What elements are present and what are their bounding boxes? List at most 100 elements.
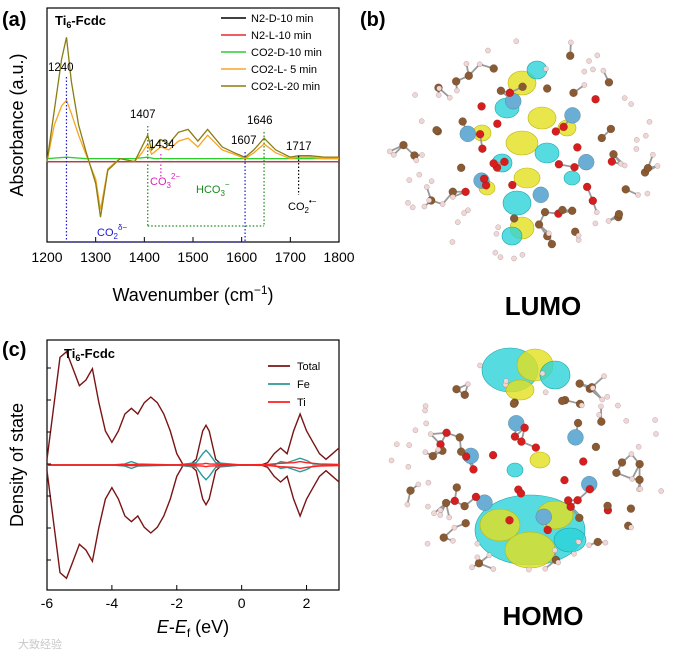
h-atom xyxy=(416,171,423,178)
orbital-isosurface-lobe xyxy=(539,360,571,390)
h-atom xyxy=(646,118,653,125)
o-atom xyxy=(489,159,498,168)
h-atom xyxy=(405,199,411,206)
ftir-legend-label: CO2-D-10 min xyxy=(251,47,322,59)
h-atom xyxy=(439,201,446,207)
c-atom xyxy=(456,163,466,173)
ftir-plot: 1200 1300 1400 1500 1600 1700 1800 Ti6-Fcdc N2… xyxy=(31,7,355,265)
h-atom xyxy=(419,152,425,158)
h-atom xyxy=(601,373,607,379)
h-atom xyxy=(590,66,596,73)
o-atom xyxy=(477,102,486,111)
homo-label: HOMO xyxy=(503,601,584,631)
c-atom xyxy=(606,124,616,134)
c-atom xyxy=(614,209,624,219)
c-atom xyxy=(509,214,519,223)
c-atom xyxy=(439,533,448,542)
c-atom xyxy=(573,418,583,428)
h-atom xyxy=(437,512,444,518)
ftir-series-3 xyxy=(46,98,339,210)
h-atom xyxy=(386,148,393,155)
c-atom xyxy=(399,140,408,150)
dos-series-total-up xyxy=(46,350,340,466)
dos-inset-title: Ti6-Fcdc xyxy=(64,346,115,363)
h-atom xyxy=(602,539,609,546)
o-atom xyxy=(559,122,568,132)
ftir-xtick-label: 1800 xyxy=(323,249,354,265)
h-atom xyxy=(476,61,483,68)
ftir-xtick-label: 1700 xyxy=(275,249,306,265)
orbital-isosurface-lobe xyxy=(534,142,560,164)
h-atom xyxy=(586,542,592,549)
ftir-legend-label: CO2-L-20 min xyxy=(251,81,320,93)
o-atom xyxy=(461,452,471,461)
ftir-xlabel: Wavenumber (cm−1) xyxy=(112,283,273,305)
peak-1607-label: 1607 xyxy=(231,135,257,147)
h-atom xyxy=(653,431,659,437)
h-atom xyxy=(652,417,658,423)
h-atom xyxy=(578,402,585,409)
o-atom xyxy=(461,187,470,197)
h-atom xyxy=(633,146,640,152)
h-atom xyxy=(464,381,471,387)
c-atom xyxy=(509,399,519,408)
c-atom xyxy=(464,71,474,80)
dos-xtick-label: 2 xyxy=(303,595,311,611)
h-atom xyxy=(658,488,664,494)
orbital-isosurface-lobe xyxy=(513,167,541,189)
ftir-legend-label: N2-L-10 min xyxy=(251,30,312,42)
h-atom xyxy=(575,539,582,545)
h-atom xyxy=(422,449,429,456)
orbital-isosurface-lobe xyxy=(553,527,587,553)
h-atom xyxy=(474,554,481,561)
panel-c-letter: (c) xyxy=(2,339,26,361)
o-atom xyxy=(554,160,564,169)
peak-1407-label: 1407 xyxy=(130,109,156,121)
h-atom xyxy=(596,412,602,418)
o-atom xyxy=(442,428,451,438)
h-atom xyxy=(449,239,456,245)
h-atom xyxy=(644,190,651,197)
o-atom xyxy=(505,88,515,98)
h-atom xyxy=(465,207,471,214)
dos-series-ti-down xyxy=(47,464,340,470)
h-atom xyxy=(568,39,574,46)
ftir-xtick-label: 1500 xyxy=(177,249,208,265)
h-atom xyxy=(435,446,442,453)
o-atom xyxy=(579,457,588,466)
h-atom xyxy=(406,177,413,184)
c-atom xyxy=(542,84,552,93)
ti-atom xyxy=(535,508,552,526)
ftir-xtick-label: 1600 xyxy=(226,249,257,265)
orbital-isosurface-lobe xyxy=(563,170,581,186)
h-atom xyxy=(431,510,437,517)
dos-plot: -6 -4 -2 0 2 Ti6-Fcdc Total Fe Ti xyxy=(41,339,340,611)
watermark: 大致经验 xyxy=(18,637,62,651)
h-atom xyxy=(437,507,444,514)
dos-xtick-label: 0 xyxy=(238,595,246,611)
c-atom xyxy=(540,207,550,217)
h-atom xyxy=(571,550,577,557)
c-atom xyxy=(456,447,466,456)
h-atom xyxy=(477,362,483,369)
c-atom xyxy=(597,417,606,426)
h-atom xyxy=(594,52,601,59)
h-atom xyxy=(604,393,611,400)
h-atom xyxy=(511,255,517,262)
o-atom xyxy=(478,144,487,153)
c-atom xyxy=(460,390,470,400)
o-atom xyxy=(560,475,569,485)
o-atom xyxy=(531,443,541,452)
c-atom xyxy=(441,498,451,508)
c-atom xyxy=(569,88,578,98)
o-atom xyxy=(551,127,561,136)
h-atom xyxy=(513,38,520,45)
c-atom xyxy=(518,82,527,92)
c-atom xyxy=(567,206,577,216)
ti-atom xyxy=(508,414,525,432)
c-atom xyxy=(452,483,462,492)
h-atom xyxy=(409,204,416,211)
h-atom xyxy=(490,566,497,572)
dos-legend: Total Fe Ti xyxy=(268,361,320,409)
c-atom xyxy=(432,125,441,135)
